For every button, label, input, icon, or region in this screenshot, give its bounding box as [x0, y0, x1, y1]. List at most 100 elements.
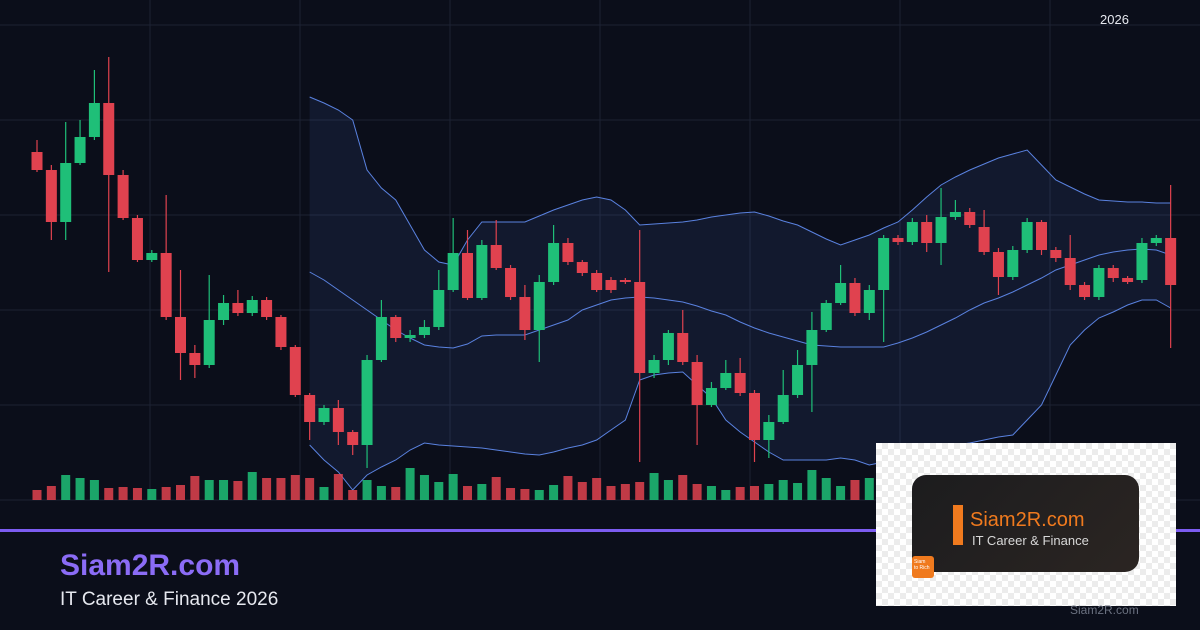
volume-bar: [606, 486, 616, 500]
volume-bar: [663, 480, 673, 500]
volume-bar: [319, 487, 329, 500]
volume-bar: [764, 484, 774, 500]
volume-bar: [448, 474, 458, 500]
volume-bar: [836, 486, 846, 500]
volume-bar: [506, 488, 516, 500]
candle-body: [246, 300, 258, 313]
volume-bar: [778, 480, 788, 500]
candle-body: [605, 280, 617, 290]
candle-body: [433, 290, 445, 327]
candle-body: [548, 243, 560, 282]
volume-bar: [649, 473, 659, 500]
candle-body: [562, 243, 574, 262]
candle-body: [1036, 222, 1047, 250]
volume-bar: [176, 485, 185, 500]
volume-bar: [577, 482, 587, 500]
candle-body: [820, 303, 832, 330]
volume-bar: [333, 474, 343, 500]
candle-body: [533, 282, 545, 330]
volume-bar: [247, 472, 257, 500]
candle-body: [361, 360, 373, 445]
candle-body: [117, 175, 129, 218]
logo-name: Siam2R.com: [970, 509, 1085, 531]
candle-body: [1050, 250, 1062, 258]
candle-body: [691, 362, 703, 405]
candle-body: [705, 388, 717, 405]
candle-body: [60, 163, 72, 222]
candle-body: [203, 320, 215, 365]
candle-body: [1007, 250, 1019, 277]
candle-body: [992, 252, 1004, 277]
volume-bar: [61, 475, 71, 500]
volume-bar: [132, 488, 142, 500]
candle-body: [1093, 268, 1105, 297]
volume-bar: [276, 478, 286, 500]
volume-bar: [821, 478, 831, 500]
volume-bar: [807, 470, 817, 500]
candle-body: [275, 317, 287, 347]
candle-body: [447, 253, 459, 290]
candle-body: [146, 253, 158, 260]
candle-body: [74, 137, 86, 163]
volume-bar: [233, 481, 243, 500]
volume-bar: [147, 489, 157, 500]
volume-bar: [219, 480, 229, 500]
volume-bar: [290, 475, 300, 500]
brand-title: Siam2R.com: [60, 549, 241, 582]
logo-bar: [953, 505, 963, 545]
candle-body: [88, 103, 100, 137]
volume-bar: [549, 485, 559, 500]
logo-icon: Siam to Rich: [912, 556, 934, 578]
candle-body: [749, 393, 760, 440]
logo: Siam2R.com IT Career & Finance Siam to R…: [876, 443, 1176, 606]
candle-body: [792, 365, 804, 395]
candle-body: [1079, 285, 1091, 297]
volume-bar: [32, 490, 42, 500]
candle-body: [576, 262, 588, 273]
candle-body: [347, 432, 359, 445]
candle-body: [218, 303, 230, 320]
candle-body: [720, 373, 732, 388]
volume-bar: [391, 487, 401, 500]
candle-body: [1064, 258, 1076, 285]
candle-body: [332, 408, 344, 432]
candle-body: [418, 327, 430, 335]
candle-body: [863, 290, 875, 313]
volume-bar: [678, 475, 688, 500]
candle-body: [261, 300, 273, 317]
candle-body: [806, 330, 818, 365]
candle-body: [949, 212, 961, 217]
volume-bar: [262, 478, 272, 500]
candle-body: [734, 373, 746, 393]
candle-body: [892, 238, 904, 242]
candle-body: [964, 212, 976, 225]
candle-body: [1136, 243, 1148, 280]
candle-body: [318, 408, 330, 422]
candle-body: [1165, 238, 1177, 285]
candle-body: [1122, 278, 1134, 282]
volume-bar: [721, 490, 731, 500]
candle-body: [390, 317, 402, 338]
volume-bar: [190, 476, 200, 500]
year-label: 2026: [1100, 12, 1129, 27]
volume-bar: [520, 489, 530, 500]
candle-body: [849, 283, 861, 313]
volume-bar: [405, 468, 415, 500]
volume-bar: [477, 484, 487, 500]
candle-body: [462, 253, 473, 298]
band-fill: [309, 97, 1171, 490]
icon-text: to Rich: [914, 565, 930, 571]
candle-body: [476, 245, 488, 298]
candle-body: [1150, 238, 1162, 243]
volume-bar: [735, 487, 745, 500]
brand-subtitle: IT Career & Finance 2026: [60, 589, 279, 610]
candle-body: [103, 103, 115, 175]
volume-bar: [89, 480, 99, 500]
volume-bar: [463, 486, 472, 500]
volume-bar: [563, 476, 573, 500]
volume-bar: [161, 487, 171, 500]
candle-body: [519, 297, 531, 330]
candle-body: [763, 422, 775, 440]
